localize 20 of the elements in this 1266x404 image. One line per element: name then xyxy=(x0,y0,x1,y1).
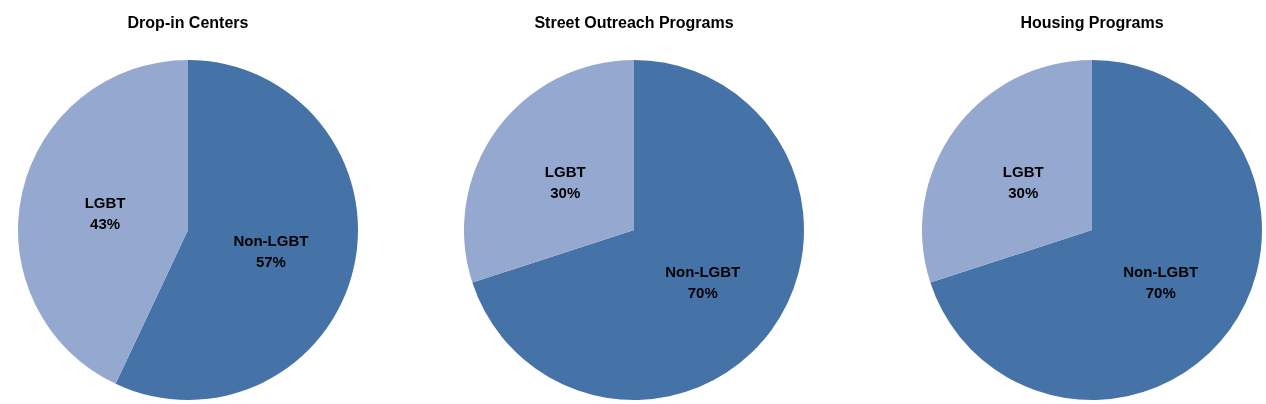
data-label: 70% xyxy=(687,283,718,301)
data-label: 70% xyxy=(1145,283,1176,301)
data-label: 57% xyxy=(255,252,286,270)
chart-title: Housing Programs xyxy=(1020,14,1164,31)
data-label: 30% xyxy=(1008,184,1039,202)
slice-label: Non-LGBT xyxy=(665,262,741,280)
pie-slice xyxy=(472,60,804,400)
slice-label: Non-LGBT xyxy=(1123,262,1199,280)
chart-title: Drop-in Centers xyxy=(127,14,249,31)
slice-label: Non-LGBT xyxy=(233,231,309,249)
pie-slice xyxy=(930,60,1262,400)
chart-title: Street Outreach Programs xyxy=(534,14,734,31)
pie-slice xyxy=(464,60,634,283)
pie-slice xyxy=(18,60,188,384)
data-label: 30% xyxy=(550,184,581,202)
slice-label: LGBT xyxy=(84,194,126,212)
slice-label: LGBT xyxy=(544,163,586,181)
pie-slice xyxy=(922,60,1092,283)
data-label: 43% xyxy=(90,215,121,233)
slice-label: LGBT xyxy=(1002,163,1044,181)
